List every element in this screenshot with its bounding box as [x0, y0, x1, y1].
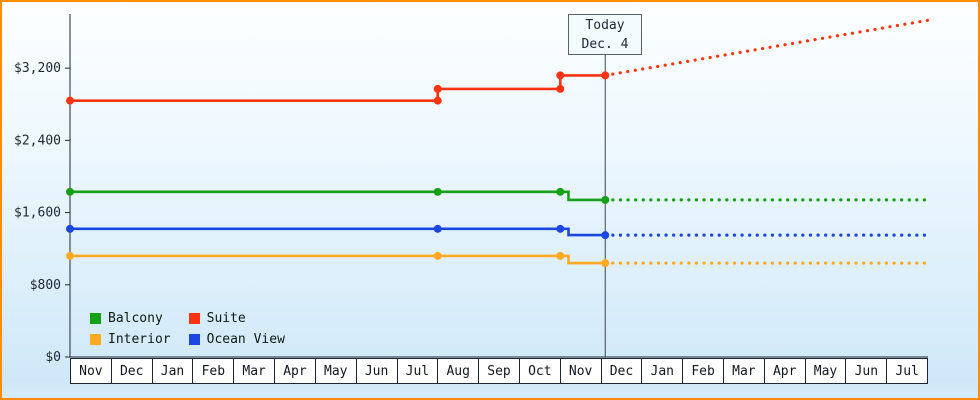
- legend-label: Ocean View: [206, 332, 285, 347]
- today-date: Dec. 4: [581, 37, 629, 52]
- y-axis-tick-label: $1,600: [14, 206, 61, 221]
- x-axis-month-label: Feb: [682, 358, 724, 384]
- x-axis-month-label: Nov: [559, 358, 602, 384]
- x-axis-month-label: Dec: [600, 358, 643, 384]
- x-axis-month-label: May: [804, 358, 847, 384]
- x-axis-month-label: Mar: [723, 358, 765, 384]
- x-axis-month-label: May: [314, 358, 357, 384]
- legend-label: Interior: [108, 332, 171, 347]
- legend-label: Balcony: [108, 311, 163, 326]
- y-axis-tick-label: $2,400: [14, 133, 61, 148]
- today-marker-label: Today Dec. 4: [568, 14, 642, 55]
- x-axis-month-label: Apr: [274, 358, 316, 384]
- x-axis-month-label: Apr: [763, 358, 806, 384]
- x-axis-month-label: Feb: [192, 358, 235, 384]
- x-axis: Nov Dec Jan Feb Mar Apr May Jun Jul Aug Sep Oct Nov D…: [70, 358, 929, 384]
- x-axis-month-label: Jul: [886, 358, 929, 384]
- legend-swatch: [188, 334, 200, 345]
- y-axis-tick-label: $0: [45, 350, 61, 365]
- x-axis-month-label: Jul: [396, 358, 439, 384]
- legend: Balcony Suite Interior Ocean View: [90, 311, 285, 347]
- legend-swatch: [90, 313, 101, 324]
- legend-item: Interior: [90, 332, 171, 347]
- legend-item: Ocean View: [188, 332, 285, 347]
- legend-swatch: [188, 313, 200, 324]
- x-axis-month-label: Oct: [518, 358, 561, 384]
- x-axis-month-label: Dec: [110, 358, 153, 384]
- x-axis-month-label: Jan: [641, 358, 684, 384]
- legend-item: Balcony: [90, 311, 171, 326]
- x-axis-month-label: Jun: [845, 358, 888, 384]
- x-axis-month-label: Nov: [70, 358, 112, 384]
- x-axis-month-label: Sep: [478, 358, 520, 384]
- legend-swatch: [90, 334, 101, 345]
- today-label: Today: [585, 18, 625, 33]
- legend-label: Suite: [206, 311, 246, 326]
- y-axis-tick-label: $800: [30, 278, 61, 293]
- x-axis-month-label: Mar: [233, 358, 276, 384]
- y-axis-tick-label: $3,200: [14, 61, 61, 76]
- x-axis-month-label: Jun: [355, 358, 398, 384]
- legend-item: Suite: [188, 311, 285, 326]
- x-axis-month-label: Aug: [437, 358, 480, 384]
- x-axis-month-label: Jan: [151, 358, 194, 384]
